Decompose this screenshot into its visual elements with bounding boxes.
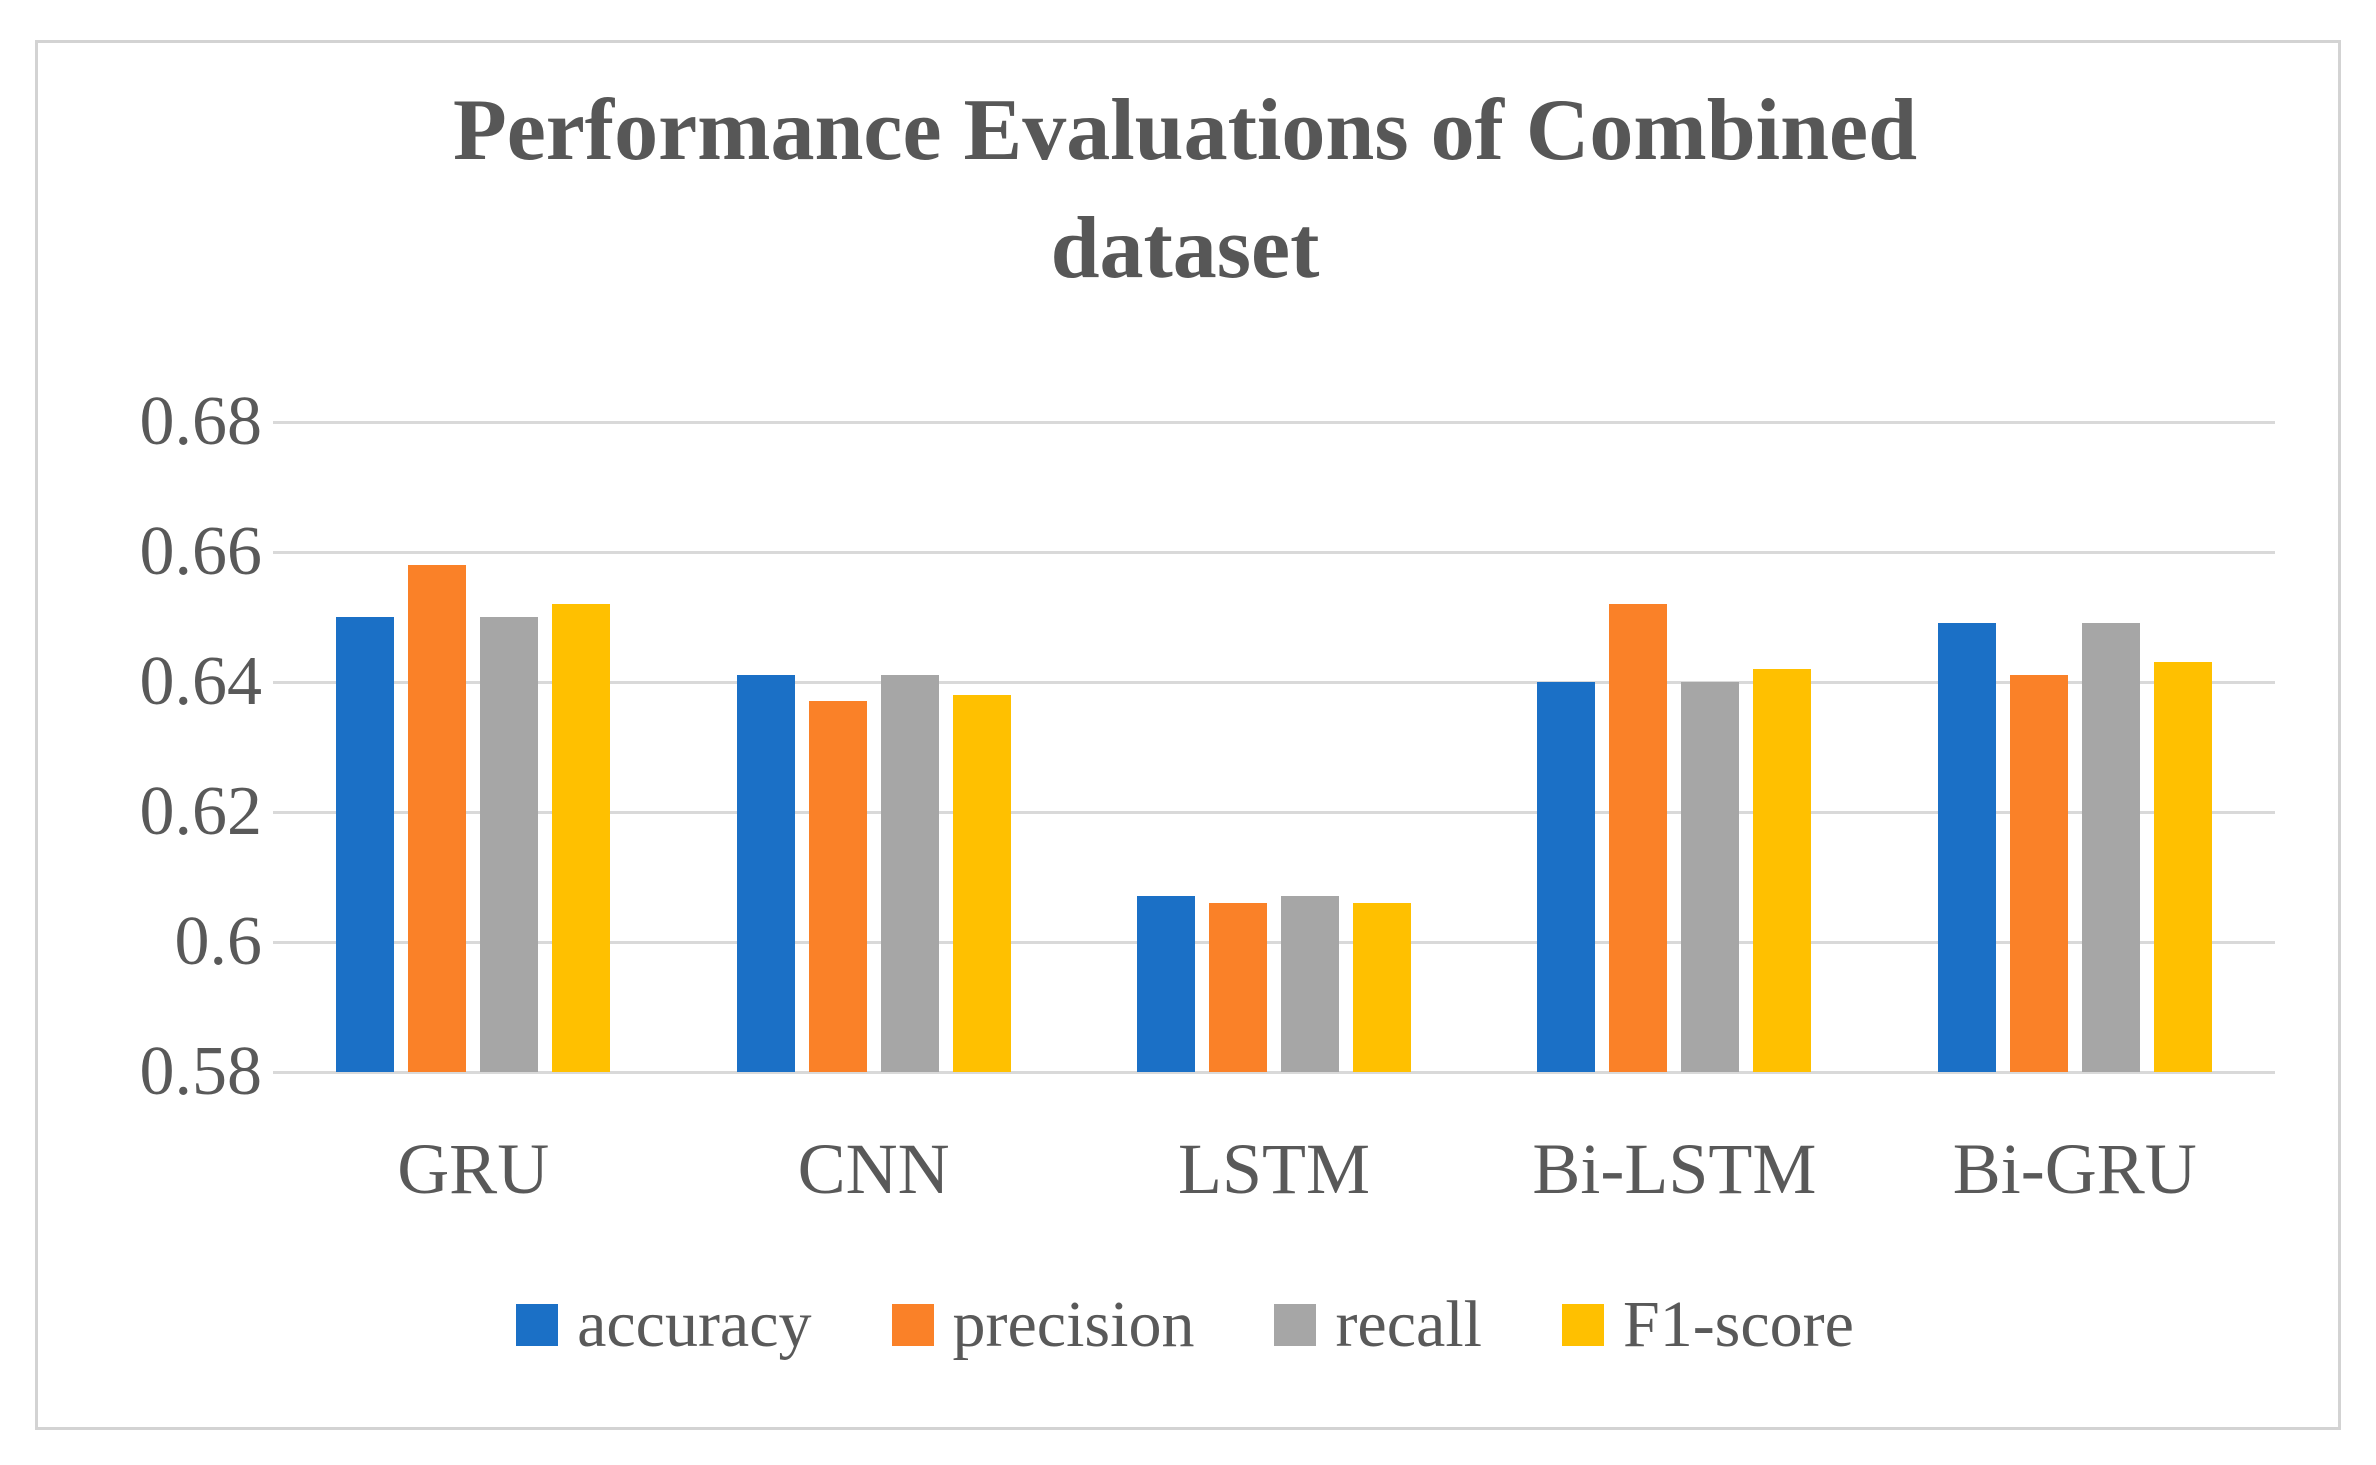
bar-precision-Bi-LSTM [1609,604,1668,1072]
bar-group-LSTM [1074,422,1474,1072]
x-axis-label-Bi-GRU: Bi-GRU [1952,1129,2197,1209]
gridline-0.58 [273,1071,2275,1074]
bar-recall-Bi-LSTM [1681,682,1740,1072]
bar-F1-score-Bi-LSTM [1753,669,1812,1072]
chart-title-line-1: Performance Evaluations of Combined [452,82,1918,179]
bar-group-Bi-GRU [1875,422,2275,1072]
legend-swatch-precision [891,1304,934,1346]
y-axis-tick-label: 0.66 [139,513,263,590]
bar-F1-score-GRU [552,604,611,1072]
bar-F1-score-CNN [952,695,1011,1072]
plot-area [273,421,2275,1074]
gridline-0.66 [273,551,2275,554]
bar-accuracy-LSTM [1136,896,1195,1072]
legend-item-precision: precision [891,1288,1195,1361]
gridline-0.62 [273,811,2275,814]
legend-swatch-F1-score [1562,1304,1604,1346]
y-axis-tick-label: 0.64 [139,643,263,720]
bar-recall-LSTM [1280,896,1339,1072]
chart-title: Performance Evaluations of Combined data… [35,72,2335,308]
bar-recall-CNN [880,675,939,1072]
bar-group-GRU [273,422,673,1072]
bar-F1-score-LSTM [1352,903,1411,1072]
bar-precision-LSTM [1208,903,1267,1072]
legend-label-F1-score: F1-score [1623,1288,1854,1361]
bar-accuracy-Bi-GRU [1937,623,1996,1072]
legend-swatch-accuracy [516,1304,559,1346]
legend-label-recall: recall [1335,1288,1482,1361]
legend-label-accuracy: accuracy [577,1288,812,1361]
bar-F1-score-Bi-GRU [2153,662,2212,1072]
bar-precision-Bi-GRU [2009,675,2068,1072]
chart-title-line-2: dataset [1050,200,1320,297]
bar-accuracy-CNN [736,675,795,1072]
legend-swatch-recall [1274,1304,1317,1346]
bar-precision-CNN [808,701,867,1072]
x-axis-label-GRU: GRU [397,1129,550,1209]
legend: accuracy precision recall F1-score [35,1280,2335,1370]
bar-group-Bi-LSTM [1474,422,1874,1072]
bar-group-CNN [673,422,1073,1072]
y-axis-tick-label: 0.58 [139,1033,263,1110]
bar-accuracy-Bi-LSTM [1537,682,1596,1072]
bar-recall-Bi-GRU [2081,623,2140,1072]
gridline-0.64 [273,681,2275,684]
x-axis-label-CNN: CNN [797,1129,950,1209]
legend-item-recall: recall [1274,1292,1482,1358]
bar-recall-GRU [480,617,539,1072]
legend-item-F1-score: F1-score [1562,1292,1854,1358]
bar-precision-GRU [408,565,467,1072]
y-axis-tick-label: 0.68 [139,383,263,460]
y-axis-tick-label: 0.62 [139,773,263,850]
x-axis-label-LSTM: LSTM [1177,1129,1370,1209]
bar-accuracy-GRU [336,617,395,1072]
x-axis-label-Bi-LSTM: Bi-LSTM [1532,1129,1817,1209]
gridline-0.68 [273,421,2275,424]
legend-item-accuracy: accuracy [516,1288,812,1361]
legend-label-precision: precision [952,1288,1195,1361]
gridline-0.6 [273,941,2275,944]
y-axis-tick-label: 0.6 [174,903,263,980]
